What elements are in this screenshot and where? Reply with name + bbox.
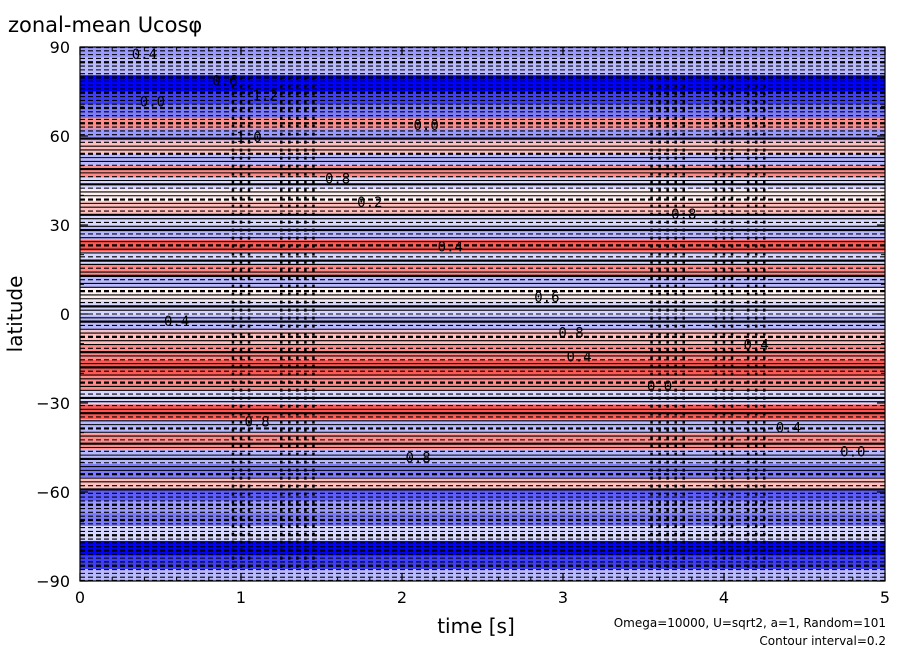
contour-value-label: 0.8 bbox=[244, 415, 269, 431]
heatmap-field: 0.4 0.0 0.6 1.0 1.2 0.8 0.2 0.0 0.4 0.6 0.8 0.4 0.0 0… bbox=[80, 47, 885, 581]
contour-value-label: 0.8 bbox=[405, 450, 430, 466]
heatmap-band bbox=[80, 500, 885, 513]
heatmap-band bbox=[80, 47, 885, 58]
heatmap-band bbox=[80, 526, 885, 541]
contour-value-label: 0.6 bbox=[212, 74, 237, 90]
x-tick-label: 5 bbox=[880, 588, 890, 607]
heatmap-band bbox=[80, 477, 885, 490]
contour-value-label: 0.0 bbox=[140, 94, 165, 110]
y-tick-label: 90 bbox=[50, 38, 70, 57]
contour-value-label: 0.0 bbox=[647, 379, 672, 395]
heatmap-band bbox=[80, 153, 885, 166]
heatmap-band bbox=[80, 489, 885, 501]
contour-value-label: 0.6 bbox=[534, 290, 559, 306]
contour-value-label: 0.4 bbox=[164, 314, 189, 330]
contour-value-label: 0.4 bbox=[744, 338, 769, 354]
contour-value-label: 0.0 bbox=[840, 444, 865, 460]
contour-value-label: 0.4 bbox=[776, 421, 801, 437]
y-tick-label: 30 bbox=[50, 216, 70, 235]
contour-value-label: 0.4 bbox=[132, 47, 157, 63]
contour-value-label: 1.0 bbox=[236, 130, 261, 146]
y-tick-label: 0 bbox=[60, 305, 70, 324]
contour-value-label: 0.8 bbox=[671, 207, 696, 223]
heatmap-band bbox=[80, 275, 885, 288]
x-tick-label: 0 bbox=[75, 588, 85, 607]
x-axis-label: time [s] bbox=[437, 614, 515, 638]
heatmap-band bbox=[80, 300, 885, 316]
contour-value-label: 0.8 bbox=[325, 171, 350, 187]
x-tick-label: 1 bbox=[236, 588, 246, 607]
parameter-annotation: Omega=10000, U=sqrt2, a=1, Random=101 bbox=[614, 616, 886, 630]
chart-title: zonal-mean Ucosφ bbox=[8, 13, 202, 37]
contour-interval-annotation: Contour interval=0.2 bbox=[759, 634, 886, 648]
heatmap-band bbox=[80, 251, 885, 264]
contour-value-label: 0.4 bbox=[566, 349, 591, 365]
contour-value-label: 0.4 bbox=[438, 240, 463, 256]
contour-value-label: 1.2 bbox=[253, 88, 278, 104]
y-tick-label: −90 bbox=[36, 572, 70, 591]
heatmap-band bbox=[80, 569, 885, 581]
heatmap-band bbox=[80, 540, 885, 556]
plot-area: 0.4 0.0 0.6 1.0 1.2 0.8 0.2 0.0 0.4 0.6 0.8 0.4 0.0 0… bbox=[80, 47, 885, 581]
x-tick-label: 2 bbox=[397, 588, 407, 607]
y-axis-label: latitude bbox=[3, 276, 27, 353]
contour-value-label: 0.0 bbox=[414, 118, 439, 134]
heatmap-band bbox=[80, 263, 885, 276]
axes: 0 1 2 3 4 5 −90 −60 −30 0 30 60 90 bbox=[36, 38, 890, 607]
contour-value-label: 0.8 bbox=[558, 326, 583, 342]
x-tick-label: 3 bbox=[558, 588, 568, 607]
heatmap-band bbox=[80, 165, 885, 178]
y-tick-label: 60 bbox=[50, 127, 70, 146]
y-tick-label: −60 bbox=[36, 483, 70, 502]
y-tick-label: −30 bbox=[36, 394, 70, 413]
contour-value-label: 0.2 bbox=[357, 195, 382, 211]
x-tick-label: 4 bbox=[719, 588, 729, 607]
